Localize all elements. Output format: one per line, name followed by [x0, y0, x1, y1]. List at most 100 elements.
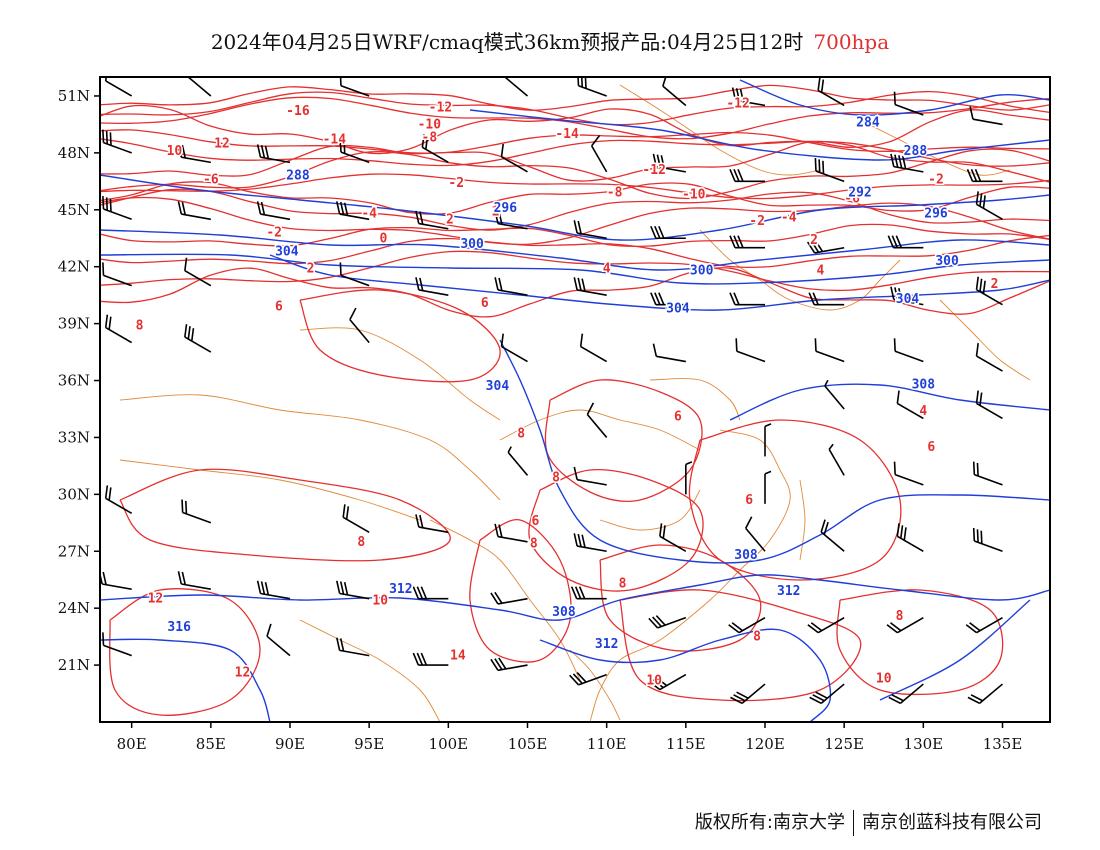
temperature-label: 4: [817, 264, 825, 279]
lon-tick-label: 95E: [354, 735, 384, 753]
wind-barb: [814, 158, 845, 183]
lon-tick-label: 105E: [508, 735, 548, 753]
temperature-label: 6: [674, 410, 682, 425]
height-isoline: [469, 109, 1050, 161]
wind-barb: [504, 77, 529, 97]
temperature-label: 6: [532, 514, 540, 529]
wind-barbs: [100, 77, 1004, 705]
lat-tick-label: 45N: [58, 201, 90, 219]
temperature-isoline: [528, 469, 704, 592]
wind-barb: [177, 201, 211, 221]
lon-tick-label: 135E: [983, 735, 1023, 753]
boundary-line: [699, 229, 901, 311]
lon-tick-label: 115E: [666, 735, 706, 753]
temperature-label: 2: [991, 277, 999, 292]
wind-barb: [177, 571, 211, 590]
lat-tick-label: 39N: [58, 315, 90, 333]
temperature-isoline: [100, 188, 1050, 231]
height-label: 316: [167, 620, 191, 635]
wind-barb: [972, 461, 1003, 486]
temperature-label: 6: [275, 300, 283, 315]
boundary-line: [619, 84, 821, 176]
wind-barb: [649, 673, 687, 691]
height-isoline: [100, 638, 271, 722]
wind-barb: [890, 286, 924, 306]
height-isoline: [499, 339, 1050, 564]
wind-barb: [586, 402, 608, 438]
temperature-isoline: [299, 289, 501, 383]
temperature-label: 10: [646, 673, 662, 688]
wind-barb: [887, 235, 924, 249]
wind-barb: [975, 191, 1003, 220]
wind-barb: [650, 225, 686, 240]
temperature-label: 6: [927, 440, 935, 455]
wind-barb: [648, 615, 687, 629]
height-label: 308: [552, 605, 576, 620]
temperature-label: 2: [446, 212, 454, 227]
wind-barb: [735, 338, 766, 363]
temperature-label: 12: [235, 666, 251, 681]
wind-barb: [824, 379, 845, 410]
height-isoline: [100, 253, 1050, 285]
wind-barb: [573, 533, 607, 553]
wind-barb: [809, 683, 845, 705]
temperature-label: 14: [450, 649, 466, 664]
temperature-label: -16: [286, 104, 310, 119]
temperature-label: 6: [481, 296, 489, 311]
wind-barb: [104, 485, 133, 515]
temperature-label: 8: [619, 577, 627, 592]
temperature-label: 8: [896, 609, 904, 624]
wind-barb: [336, 637, 370, 657]
height-isoline: [100, 229, 1050, 271]
temperature-label: 2: [810, 233, 818, 248]
temperature-label: 10: [167, 144, 183, 159]
temperature-isoline: [100, 96, 1050, 140]
lon-tick-label: 125E: [824, 735, 864, 753]
height-label: 312: [595, 637, 618, 652]
wind-barb: [817, 77, 845, 107]
wind-barb: [729, 235, 765, 249]
wind-barb: [590, 135, 608, 173]
temperature-isoline: [100, 223, 1050, 248]
contour-labels: -16-14-12-10-8 -14-12-12-10-8 -6-4-2-2-2-6…: [134, 95, 1000, 690]
lat-tick-label: 21N: [58, 656, 90, 674]
wind-barb: [807, 616, 845, 634]
height-isoline: [100, 174, 1050, 241]
temperature-label: 12: [214, 136, 230, 151]
wind-barb: [336, 580, 370, 600]
footer-divider: [853, 810, 854, 836]
wind-barb: [336, 201, 370, 221]
temperature-label: -4: [781, 210, 797, 225]
wind-barb: [808, 292, 845, 306]
temperature-label: 8: [753, 630, 761, 645]
wind-barb: [573, 220, 607, 240]
wind-barb: [975, 343, 1003, 372]
wind-barb: [102, 262, 132, 287]
wind-barb: [490, 657, 528, 672]
lon-tick-label: 90E: [275, 735, 305, 753]
height-contours: [100, 79, 1050, 722]
temperature-isoline: [619, 589, 862, 702]
temperature-label: 6: [745, 493, 753, 508]
temperature-isoline: [119, 468, 451, 562]
wind-barb: [729, 292, 765, 306]
wind-barb: [966, 169, 1003, 183]
temperature-isoline: [100, 181, 1050, 215]
wind-barb: [184, 324, 212, 353]
temperature-label: 2: [307, 262, 315, 277]
height-label: 288: [286, 169, 310, 184]
height-label: 304: [275, 245, 299, 260]
temperature-contours: [100, 84, 1050, 716]
temperature-isoline: [544, 379, 703, 503]
temperature-label: -8: [422, 131, 438, 146]
wind-barb: [896, 390, 924, 420]
wind-barb: [731, 87, 766, 107]
wind-barb: [500, 143, 528, 173]
lon-tick-label: 110E: [587, 735, 627, 753]
lat-tick-label: 42N: [58, 258, 90, 276]
wind-barb: [494, 277, 528, 296]
temperature-isoline: [100, 234, 1050, 269]
wind-barb: [573, 277, 607, 296]
temperature-label: -2: [928, 172, 944, 187]
wind-barb: [415, 277, 449, 296]
